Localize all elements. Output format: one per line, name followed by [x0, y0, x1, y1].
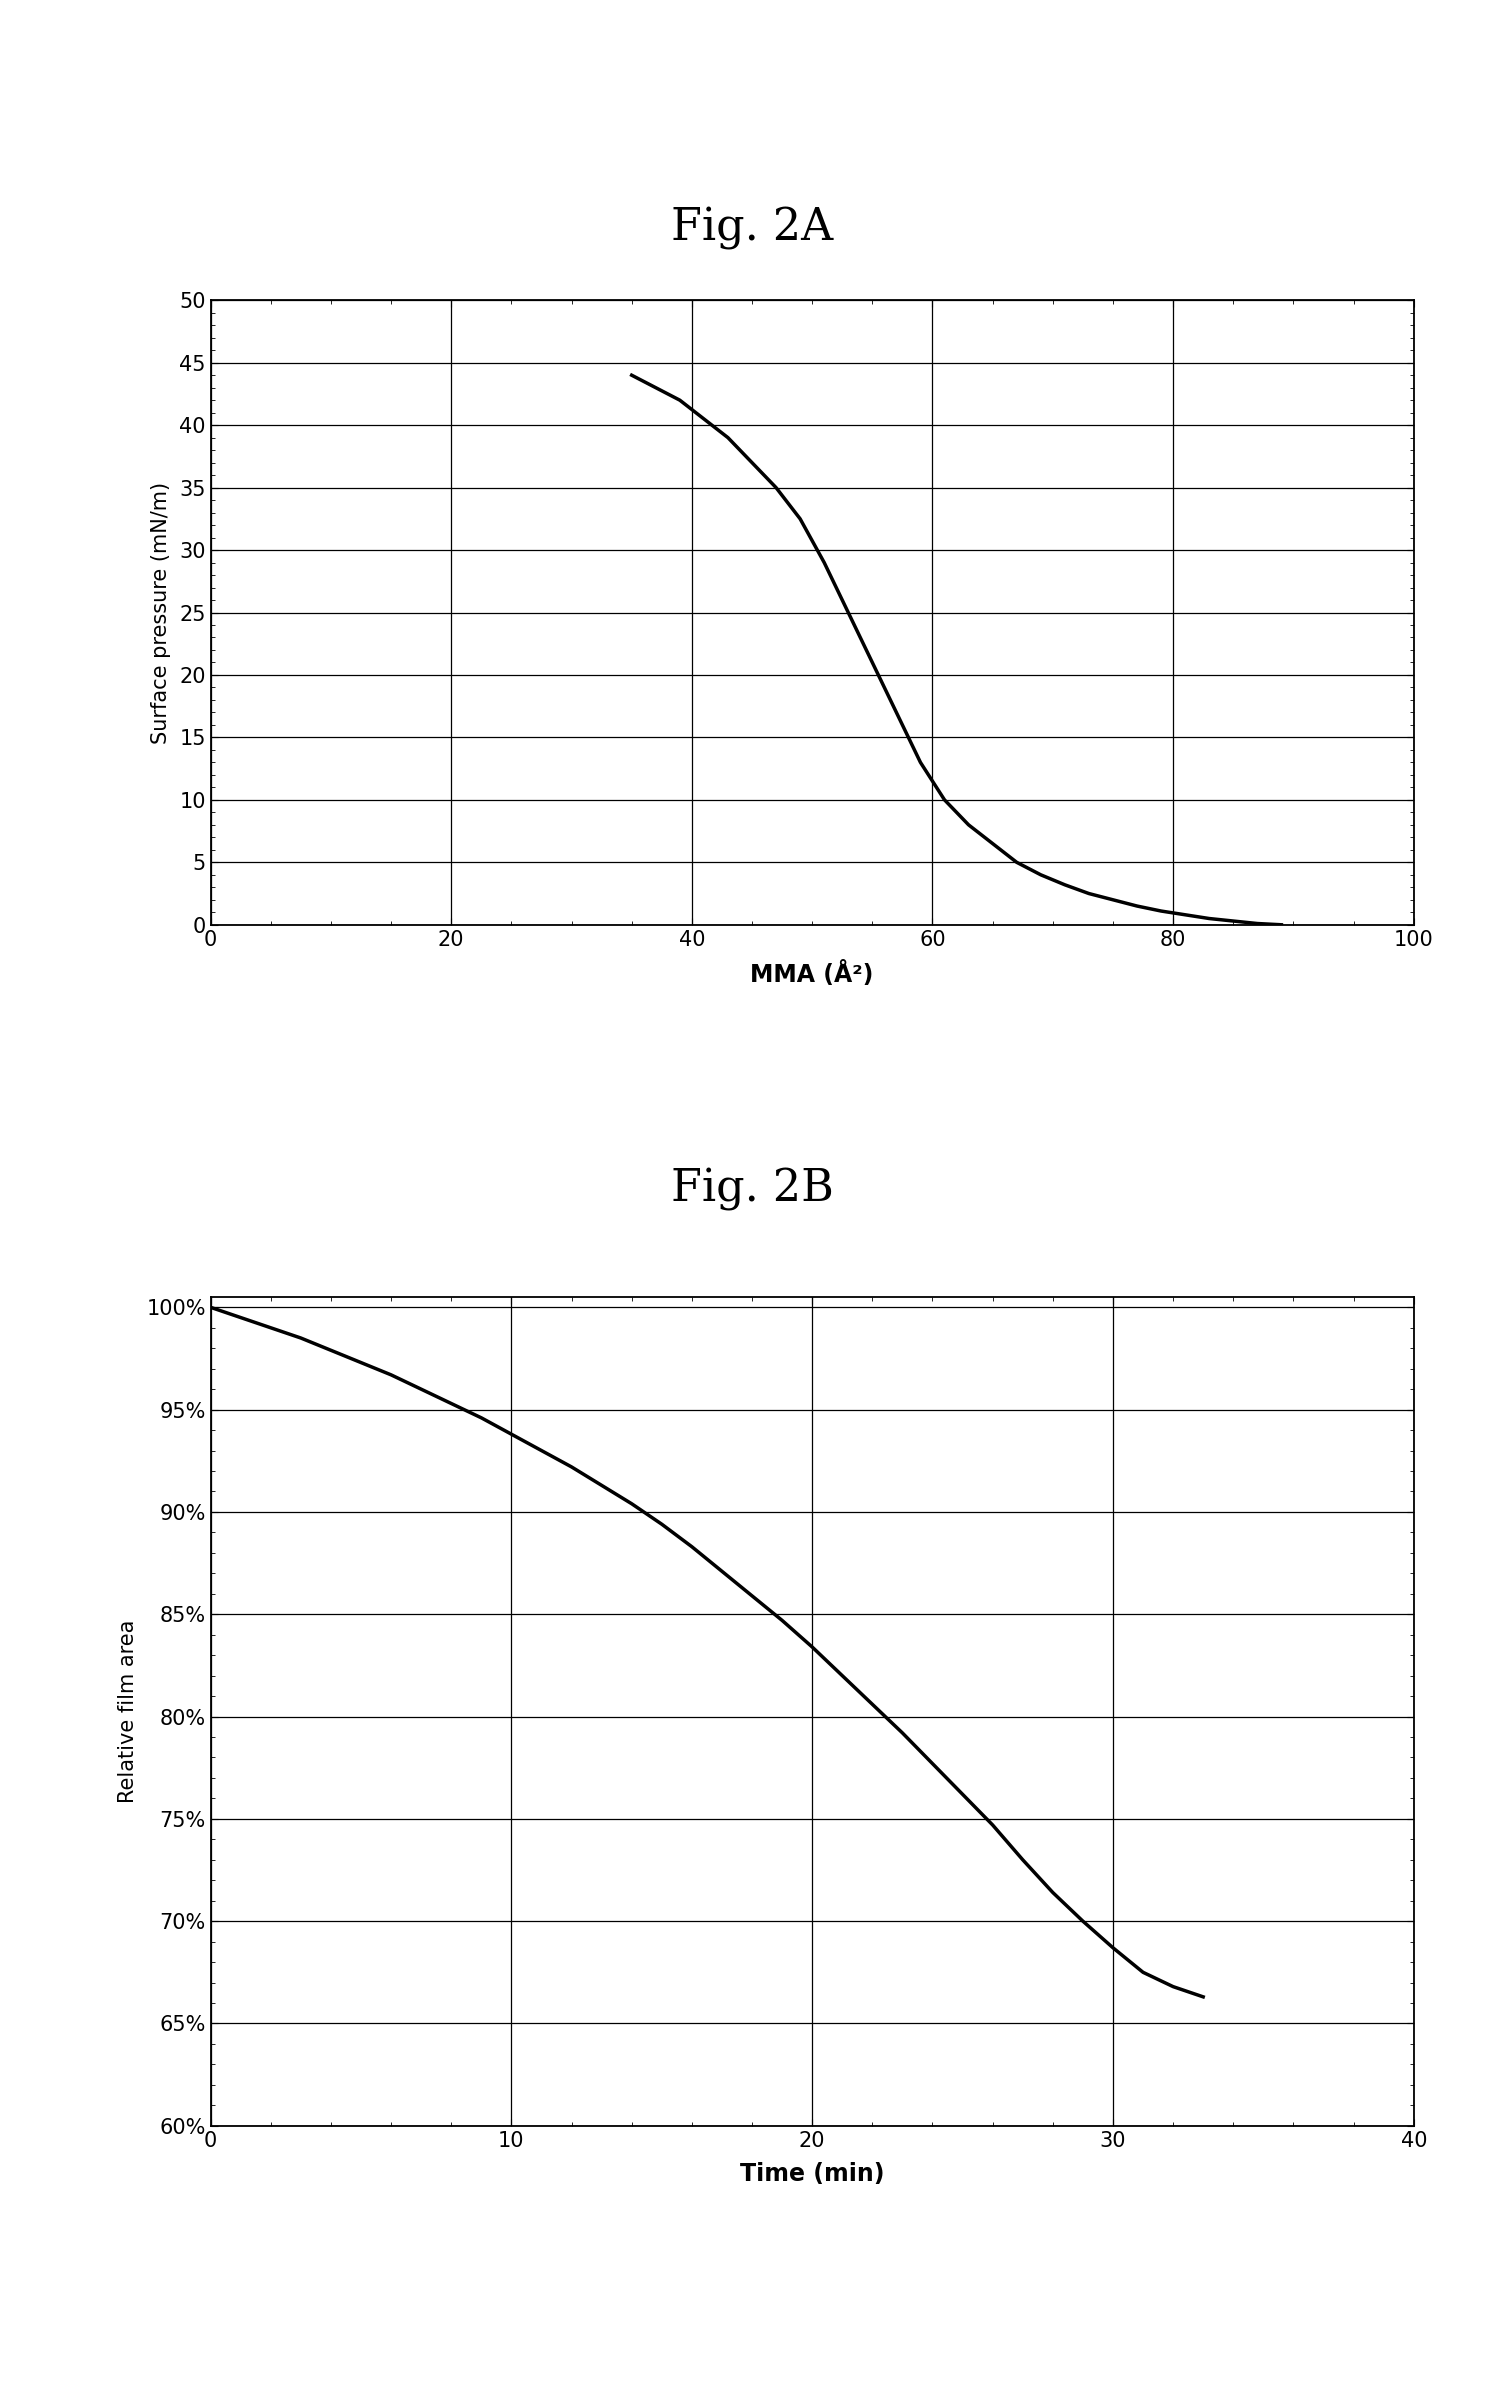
X-axis label: Time (min): Time (min): [740, 2162, 884, 2186]
Y-axis label: Relative film area: Relative film area: [117, 1619, 138, 1804]
Text: Fig. 2B: Fig. 2B: [671, 1167, 833, 1211]
Y-axis label: Surface pressure (mN/m): Surface pressure (mN/m): [150, 480, 171, 745]
Text: Fig. 2A: Fig. 2A: [671, 207, 833, 250]
X-axis label: MMA (Å²): MMA (Å²): [750, 961, 874, 987]
